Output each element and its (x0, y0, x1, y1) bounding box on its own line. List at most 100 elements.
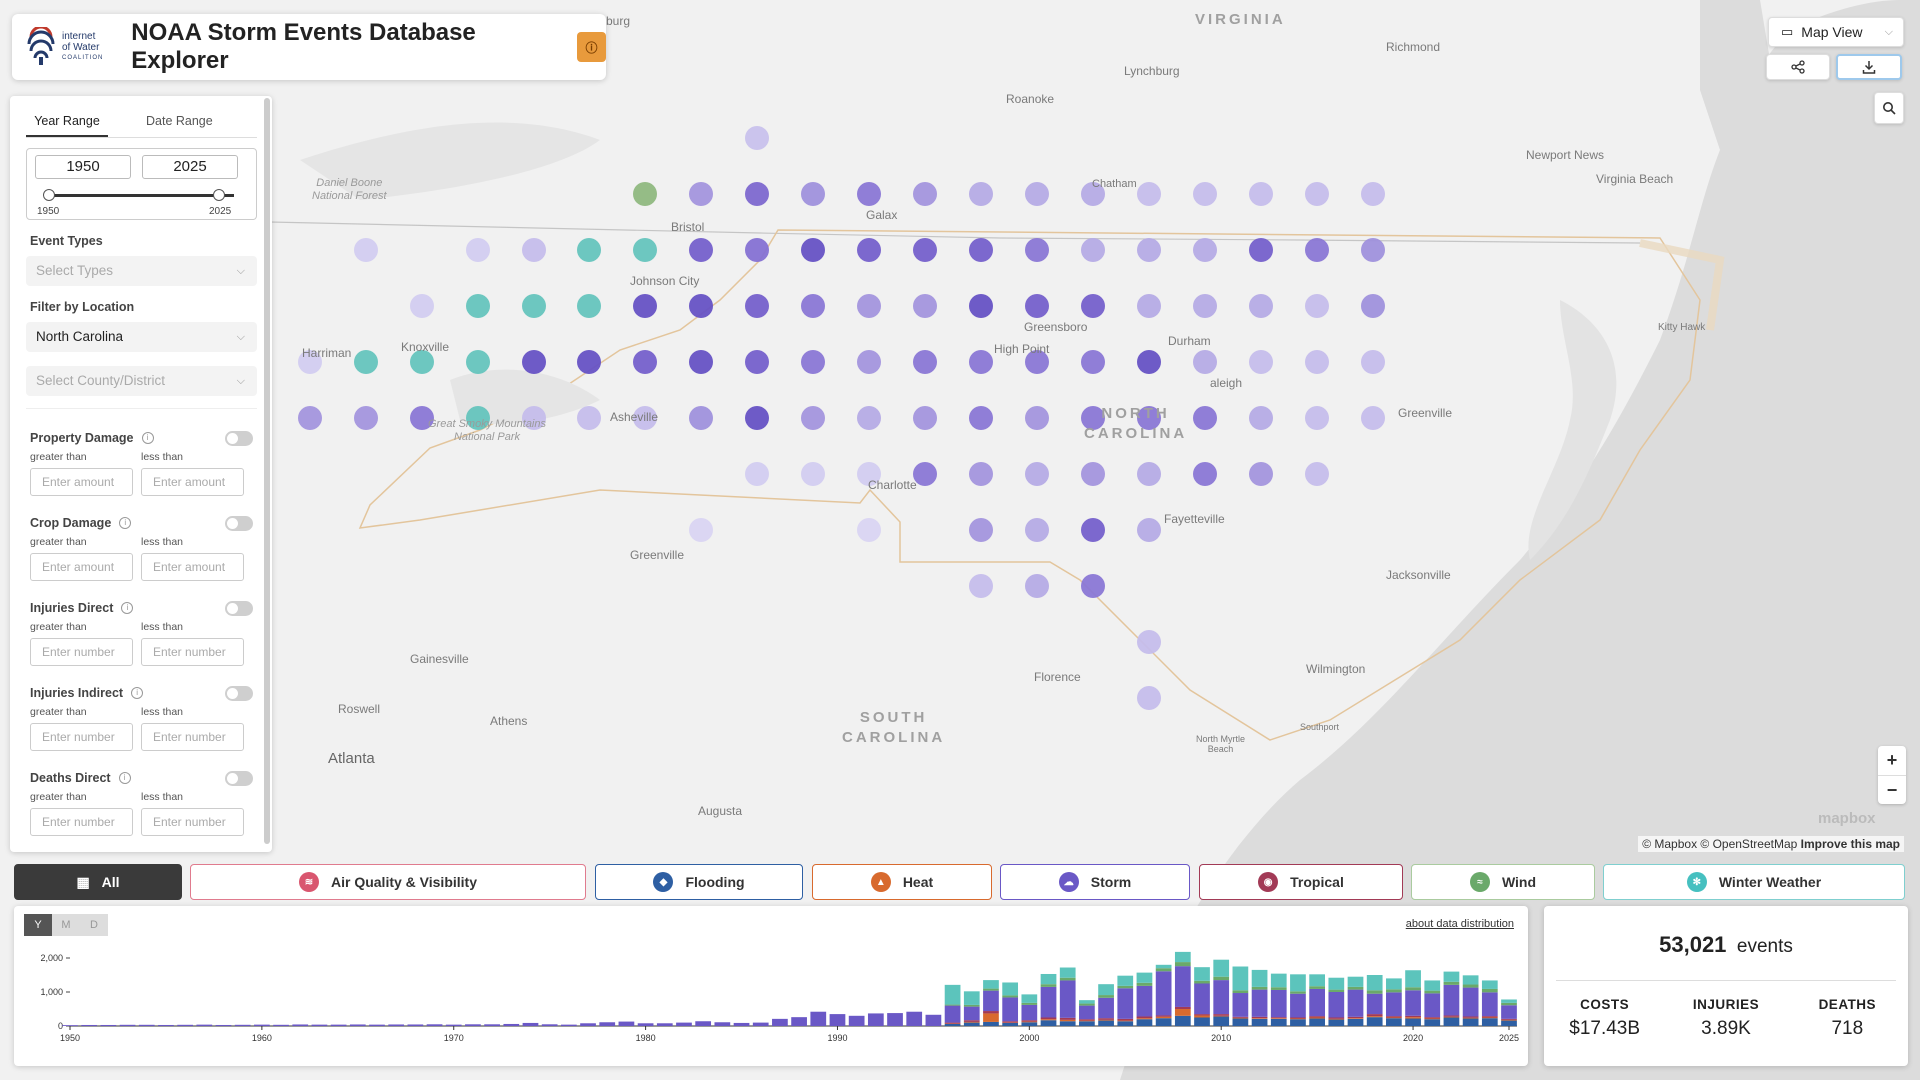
histogram-bar[interactable] (963, 1004, 980, 1007)
panel-scrollbar[interactable] (264, 98, 270, 844)
histogram-bar[interactable] (254, 1024, 270, 1026)
histogram-bar[interactable] (1405, 1017, 1421, 1019)
histogram-bar[interactable] (1040, 1017, 1057, 1020)
histogram-bar[interactable] (349, 1024, 366, 1026)
histogram-bar[interactable] (1021, 1021, 1038, 1023)
event-dot[interactable] (466, 406, 490, 430)
event-dot[interactable] (410, 350, 434, 374)
histogram-bar[interactable] (772, 1018, 788, 1026)
histogram-bar[interactable] (1328, 1019, 1345, 1026)
event-dot[interactable] (1025, 406, 1049, 430)
histogram-bar[interactable] (1251, 986, 1268, 990)
histogram-bar[interactable] (138, 1024, 155, 1026)
histogram-bar[interactable] (1290, 991, 1306, 994)
histogram-bar[interactable] (983, 980, 999, 989)
event-dot[interactable] (857, 182, 881, 206)
histogram-bar[interactable] (1501, 1020, 1517, 1026)
histogram-bar[interactable] (1462, 1016, 1479, 1018)
histogram-bar[interactable] (465, 1024, 481, 1026)
histogram-bar[interactable] (963, 1020, 980, 1022)
histogram-bar[interactable] (1136, 982, 1153, 986)
event-dot[interactable] (1081, 462, 1105, 486)
histogram-bar[interactable] (1347, 1018, 1364, 1026)
range-max-input[interactable]: Enter amount (141, 468, 244, 496)
event-dot[interactable] (410, 294, 434, 318)
event-dot[interactable] (1305, 406, 1329, 430)
range-min-input[interactable]: Enter number (30, 808, 133, 836)
histogram-bar[interactable] (1309, 986, 1325, 989)
histogram-bar[interactable] (503, 1023, 520, 1026)
histogram-bar[interactable] (1251, 1018, 1268, 1026)
histogram-bar[interactable] (1021, 994, 1038, 1003)
histogram-bar[interactable] (1328, 977, 1345, 990)
histogram-bar[interactable] (1424, 1018, 1441, 1020)
histogram-bar[interactable] (1174, 1015, 1191, 1026)
category-storm-button[interactable]: ☁ Storm (1000, 864, 1190, 900)
histogram-bar[interactable] (944, 984, 961, 1005)
histogram-bar[interactable] (1232, 1017, 1249, 1019)
histogram-bar[interactable] (1290, 1017, 1306, 1019)
histogram-bar[interactable] (234, 1024, 251, 1026)
histogram-bar[interactable] (1501, 1019, 1517, 1021)
histogram-bar[interactable] (1213, 959, 1230, 977)
category-all-button[interactable]: ▦ All (14, 864, 182, 900)
histogram-bar[interactable] (1366, 975, 1383, 991)
event-dot[interactable] (857, 518, 881, 542)
event-dot[interactable] (689, 350, 713, 374)
event-dot[interactable] (1137, 518, 1161, 542)
histogram-bar[interactable] (906, 1011, 923, 1026)
histogram-bar[interactable] (1251, 989, 1268, 1017)
event-dot[interactable] (913, 294, 937, 318)
histogram-bar[interactable] (369, 1024, 385, 1026)
histogram-bar[interactable] (1405, 990, 1421, 1016)
histogram-bar[interactable] (1270, 989, 1287, 1018)
histogram-bar[interactable] (1424, 990, 1441, 994)
granularity-day-button[interactable]: D (80, 914, 108, 936)
histogram-bar[interactable] (81, 1024, 98, 1026)
histogram-chart[interactable]: 0 1,000 2,000 1950 1960 1970 1980 1990 2000 2010 2… (14, 936, 1528, 1066)
histogram-bar[interactable] (1079, 1003, 1095, 1006)
histogram-bar[interactable] (1386, 1017, 1402, 1019)
histogram-bar[interactable] (1232, 1016, 1249, 1018)
histogram-bar[interactable] (1309, 974, 1325, 987)
event-dot[interactable] (969, 406, 993, 430)
granularity-month-button[interactable]: M (52, 914, 80, 936)
histogram-bar[interactable] (1443, 1017, 1460, 1027)
histogram-bar[interactable] (1098, 995, 1114, 998)
histogram-bar[interactable] (1098, 1019, 1114, 1021)
histogram-bar[interactable] (1117, 1020, 1134, 1022)
event-dot[interactable] (522, 294, 546, 318)
histogram-bar[interactable] (330, 1024, 347, 1026)
histogram-bar[interactable] (1155, 1016, 1172, 1019)
histogram-bar[interactable] (618, 1021, 635, 1026)
tab-year-range[interactable]: Year Range (26, 106, 108, 137)
histogram-bar[interactable] (1481, 1016, 1498, 1018)
histogram-bar[interactable] (637, 1023, 654, 1026)
histogram-bar[interactable] (1328, 989, 1345, 992)
mapbox-logo[interactable]: mapbox (1818, 810, 1876, 827)
event-dot[interactable] (1361, 294, 1385, 318)
histogram-bar[interactable] (848, 1015, 865, 1026)
histogram-bar[interactable] (1366, 993, 1383, 1015)
histogram-bar[interactable] (983, 988, 999, 991)
histogram-bar[interactable] (215, 1024, 232, 1026)
event-dot[interactable] (913, 238, 937, 262)
histogram-bar[interactable] (1270, 973, 1287, 988)
histogram-bar[interactable] (1098, 1018, 1114, 1020)
info-circle-icon[interactable]: i (131, 687, 144, 699)
event-dot[interactable] (410, 406, 434, 430)
info-button[interactable]: ⓘ (576, 32, 607, 62)
histogram-bar[interactable] (1117, 1018, 1134, 1021)
info-circle-icon[interactable]: i (118, 772, 131, 784)
histogram-bar[interactable] (580, 1023, 596, 1026)
histogram-bar[interactable] (829, 1014, 846, 1026)
filter-toggle-switch[interactable] (225, 770, 253, 786)
histogram-bar[interactable] (944, 1004, 961, 1006)
internet-of-water-logo[interactable]: internet of Water COALITION (26, 22, 119, 72)
histogram-bar[interactable] (1347, 986, 1364, 990)
event-dot[interactable] (1361, 350, 1385, 374)
histogram-bar[interactable] (1174, 966, 1191, 1007)
year-end-input[interactable]: 2025 (142, 155, 238, 179)
histogram-bar[interactable] (177, 1024, 193, 1026)
event-dot[interactable] (1193, 238, 1217, 262)
